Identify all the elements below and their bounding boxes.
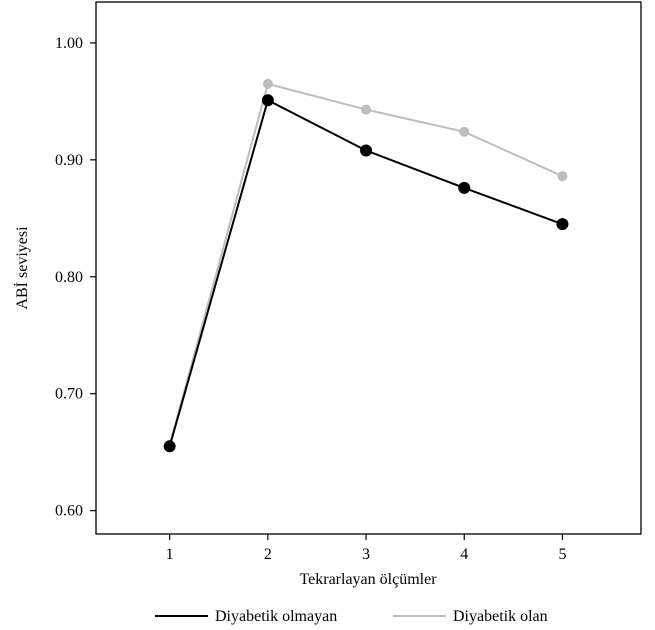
y-tick-label: 1.00 <box>55 35 83 52</box>
y-tick-label: 0.60 <box>55 503 83 520</box>
x-tick-label: 4 <box>460 546 468 563</box>
y-axis: 0.60 0.70 0.80 0.90 1.00 <box>55 35 96 520</box>
data-point-diyabetik-olmayan <box>163 440 176 453</box>
data-point-diyabetik-olmayan <box>556 218 569 231</box>
x-tick-label: 2 <box>264 546 272 563</box>
legend-label: Diyabetik olan <box>453 608 548 625</box>
data-point-diyabetik-olan <box>262 78 273 89</box>
x-tick-label: 5 <box>558 546 566 563</box>
x-tick-label: 3 <box>362 546 370 563</box>
data-point-diyabetik-olmayan <box>360 144 373 157</box>
x-axis: 1 2 3 4 5 <box>166 534 566 563</box>
y-tick-label: 0.80 <box>55 269 83 286</box>
data-point-diyabetik-olan <box>557 171 568 182</box>
data-point-diyabetik-olmayan <box>458 181 471 194</box>
y-tick-label: 0.70 <box>55 386 83 403</box>
plot-frame <box>95 1 642 535</box>
legend: Diyabetik olmayan Diyabetik olan <box>155 608 548 625</box>
y-axis-label: ABİ seviyesi <box>13 226 31 310</box>
y-tick-label: 0.90 <box>55 152 83 169</box>
series-line-diyabetik-olan <box>168 82 563 446</box>
x-tick-label: 1 <box>166 546 174 563</box>
data-point-diyabetik-olan <box>361 104 372 115</box>
legend-label: Diyabetik olmayan <box>215 608 337 625</box>
data-point-diyabetik-olmayan <box>261 94 274 107</box>
x-axis-label: Tekrarlayan ölçümler <box>299 571 437 588</box>
series-layer <box>163 78 569 453</box>
data-point-diyabetik-olan <box>459 126 470 137</box>
